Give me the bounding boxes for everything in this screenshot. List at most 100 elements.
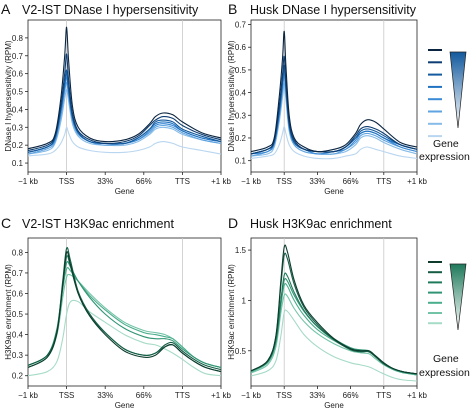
series-line <box>251 126 417 160</box>
series-line <box>28 89 221 155</box>
x-axis-label: Gene <box>324 187 344 196</box>
y-tick-label: 0.1 <box>12 159 24 168</box>
x-axis-label: Gene <box>115 187 135 196</box>
y-tick-label: 0.7 <box>235 21 247 30</box>
series-line <box>251 272 417 375</box>
y-tick-label: 1.5 <box>235 246 247 255</box>
series-line <box>251 244 417 375</box>
x-tick-label: 66% <box>343 177 359 186</box>
x-tick-label: +1 kb <box>407 177 427 186</box>
y-tick-label: 0.3 <box>12 351 24 360</box>
panel-letter: B <box>228 1 237 17</box>
series-line <box>28 251 221 373</box>
panel-title: V2-IST H3K9ac enrichment <box>22 217 174 231</box>
x-tick-label: 33% <box>309 177 325 186</box>
y-tick-label: 0.8 <box>12 248 24 257</box>
y-tick-label: 0.6 <box>12 70 24 79</box>
series-line <box>28 73 221 153</box>
y-tick-label: 0.3 <box>12 123 24 132</box>
y-tick-label: 0.6 <box>12 290 24 299</box>
panel-letter: D <box>228 215 238 231</box>
x-tick-label: TTS <box>376 391 391 400</box>
expression-wedge <box>449 51 467 129</box>
y-tick-label: 0.7 <box>12 269 24 278</box>
y-tick-label: 0.4 <box>12 331 24 340</box>
y-tick-label: 0.4 <box>235 89 247 98</box>
x-tick-label: +1 kb <box>211 391 231 400</box>
x-tick-label: TSS <box>276 391 292 400</box>
series-line <box>251 293 417 376</box>
y-tick-label: 0.2 <box>235 134 247 143</box>
y-tick-label: 0.3 <box>235 111 247 120</box>
series-line <box>251 73 417 157</box>
series-line <box>251 30 417 153</box>
x-tick-label: −1 kb <box>18 391 38 400</box>
series-line <box>28 26 221 150</box>
plot-frame <box>250 237 418 387</box>
plot-frame <box>250 19 418 173</box>
x-tick-label: 66% <box>136 177 152 186</box>
panel-letter: A <box>1 1 11 17</box>
legend-gene-expression: Gene expression <box>419 261 470 379</box>
x-tick-label: TSS <box>276 177 292 186</box>
x-tick-label: 33% <box>97 391 113 400</box>
y-tick-label: 0.5 <box>235 66 247 75</box>
series-line <box>251 55 417 155</box>
y-tick-label: 1 <box>242 296 247 305</box>
panel-title: Husk H3K9ac enrichment <box>250 217 392 231</box>
y-tick-label: 0.5 <box>12 88 24 97</box>
x-tick-label: 33% <box>97 177 113 186</box>
expression-wedge <box>449 263 467 331</box>
x-tick-label: TTS <box>376 177 391 186</box>
panel-c: C V2-IST H3K9ac enrichment −1 kb TSS 33% 66% T… <box>1 215 231 410</box>
series-group <box>251 30 417 160</box>
series-group <box>28 26 221 157</box>
legend-label: Gene <box>433 353 459 365</box>
legend-label: expression <box>419 151 470 163</box>
series-line <box>28 53 221 152</box>
x-tick-label: TTS <box>175 177 190 186</box>
legend-label: Gene <box>433 138 459 150</box>
x-tick-label: −1 kb <box>241 391 261 400</box>
y-axis-label: DNase I hypersensitivity (RPM) <box>4 40 13 151</box>
x-axis-label: Gene <box>324 401 344 410</box>
x-tick-label: −1 kb <box>18 177 38 186</box>
y-axis-label: H3K9ac enrichment (RPM) <box>4 264 13 360</box>
series-line <box>251 309 417 382</box>
legend-label: expression <box>419 367 470 379</box>
y-tick-label: 0.2 <box>12 141 24 150</box>
series-line <box>251 82 417 157</box>
y-axis-label: DNase I hypersensitivity (RPM) <box>227 40 236 151</box>
y-tick-label: 0.6 <box>235 43 247 52</box>
series-line <box>28 76 221 153</box>
y-axis-label: H3K9ac enrichment (RPM) <box>227 264 236 360</box>
series-group <box>28 247 221 377</box>
series-line <box>28 126 221 157</box>
x-axis-label: Gene <box>115 401 135 410</box>
series-line <box>28 69 221 153</box>
x-tick-label: −1 kb <box>241 177 261 186</box>
x-tick-label: 33% <box>309 391 325 400</box>
y-tick-label: 0.5 <box>12 310 24 319</box>
y-tick-label: 0.1 <box>235 157 247 166</box>
x-tick-label: TTS <box>175 391 190 400</box>
series-group <box>251 244 417 382</box>
series-line <box>28 82 221 155</box>
panel-b: B Husk DNase I hypersensitivity −1 kb TSS 33… <box>227 1 427 196</box>
plot-frame <box>27 19 222 173</box>
x-tick-label: TSS <box>59 177 75 186</box>
panel-letter: C <box>1 215 11 231</box>
series-line <box>28 299 221 377</box>
panel-title: V2-IST DNase I hypersensitivity <box>22 3 199 17</box>
x-tick-label: +1 kb <box>407 391 427 400</box>
x-tick-label: 66% <box>343 391 359 400</box>
y-tick-label: 0.8 <box>12 34 24 43</box>
plot-frame <box>27 237 222 387</box>
series-line <box>251 252 417 375</box>
panel-d: D Husk H3K9ac enrichment −1 kb TSS 33% 66% TTS… <box>227 215 427 410</box>
y-tick-label: 0.4 <box>12 105 24 114</box>
x-tick-label: TSS <box>59 391 75 400</box>
x-tick-label: +1 kb <box>211 177 231 186</box>
